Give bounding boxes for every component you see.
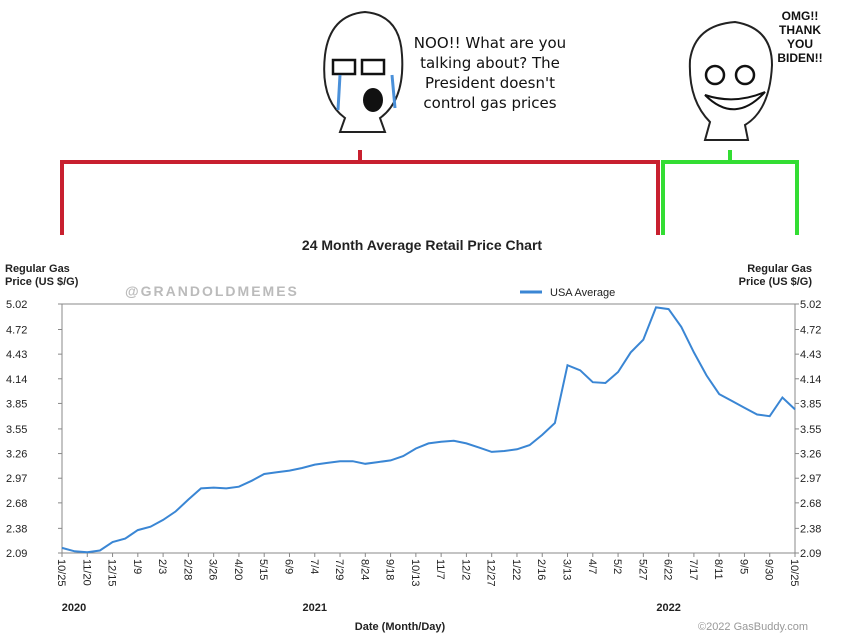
x-tick-label: 1/9 [131,559,143,574]
credit: ©2022 GasBuddy.com [698,621,808,633]
x-tick-label: 10/25 [55,559,67,587]
x-tick-label: 7/17 [687,559,699,580]
y-tick-label: 2.97 [6,473,27,485]
x-group-label: 2022 [656,602,680,614]
x-tick-label: 12/2 [459,559,471,580]
speech-right: YOU [787,37,813,51]
x-tick-label: 8/11 [712,559,724,580]
y-tick-label: 2.09 [6,548,27,560]
y-tick-label: 4.14 [6,374,27,386]
plot-frame [61,303,796,554]
y-axis-label: Price (US $/G) [5,276,79,288]
x-tick-label: 6/22 [662,559,674,580]
x-tick-label: 11/20 [80,559,92,586]
x-tick-label: 2/28 [181,559,193,580]
x-tick-label: 9/5 [737,559,749,574]
speech-left: control gas prices [423,94,556,112]
x-tick-label: 11/7 [434,559,446,580]
x-tick-label: 10/13 [409,559,421,587]
watermark: @GRANDOLDMEMES [125,283,299,299]
y-tick-label: 4.43 [6,349,27,361]
y2-axis-label: Regular Gas [747,263,812,275]
x-tick-label: 9/18 [384,559,396,580]
x-tick-label: 1/22 [510,559,522,580]
y2-tick-label: 4.72 [800,324,821,336]
x-group-label: 2021 [303,602,327,614]
x-group-label: 2020 [62,602,86,614]
y-tick-label: 3.26 [6,449,27,461]
x-tick-label: 8/24 [358,559,370,580]
y2-tick-label: 4.43 [800,349,821,361]
data-line [61,306,796,554]
y2-tick-label: 2.38 [800,523,821,535]
y2-tick-label: 2.97 [800,473,821,485]
x-tick-label: 5/27 [636,559,648,580]
x-tick-label: 9/30 [763,559,775,580]
x-tick-label: 6/9 [282,559,294,574]
y-tick-label: 3.85 [6,398,27,410]
x-tick-label: 12/27 [485,559,497,587]
red-bracket [60,150,660,235]
crying-face [323,10,404,133]
legend-label: USA Average [550,287,615,299]
x-axis-label: Date (Month/Day) [355,621,446,633]
y-tick-label: 4.72 [6,324,27,336]
speech-left: talking about? The [420,54,560,72]
chart-title: 24 Month Average Retail Price Chart [302,237,542,253]
x-tick-label: 4/20 [232,559,244,580]
x-tick-label: 10/25 [788,559,800,587]
x-tick-label: 2/16 [535,559,547,580]
y2-axis-label: Price (US $/G) [739,276,813,288]
y-tick-label: 2.68 [6,498,27,510]
y2-tick-label: 2.09 [800,548,821,560]
speech-right: BIDEN!! [777,51,822,65]
y-tick-label: 2.38 [6,523,27,535]
y2-tick-label: 2.68 [800,498,821,510]
x-tick-label: 5/15 [257,559,269,580]
green-bracket [661,150,799,235]
x-tick-label: 7/4 [308,559,320,574]
x-tick-label: 12/15 [106,559,118,587]
speech-right: THANK [779,23,821,37]
y2-tick-label: 3.85 [800,398,821,410]
y2-tick-label: 3.55 [800,424,821,436]
speech-right: OMG!! [782,9,819,23]
y2-tick-label: 5.02 [800,299,821,311]
speech-left: NOO!! What are you [414,34,566,52]
y-tick-label: 3.55 [6,424,27,436]
y-axis-label: Regular Gas [5,263,70,275]
happy-face [688,20,774,141]
speech-left: President doesn't [425,74,555,92]
y2-tick-label: 3.26 [800,449,821,461]
x-tick-label: 4/7 [586,559,598,574]
x-tick-label: 7/29 [333,559,345,580]
y-tick-label: 5.02 [6,299,27,311]
y2-tick-label: 4.14 [800,374,821,386]
x-tick-label: 5/2 [611,559,623,574]
x-tick-label: 3/26 [207,559,219,580]
x-tick-label: 2/3 [156,559,168,574]
x-tick-label: 3/13 [561,559,573,580]
